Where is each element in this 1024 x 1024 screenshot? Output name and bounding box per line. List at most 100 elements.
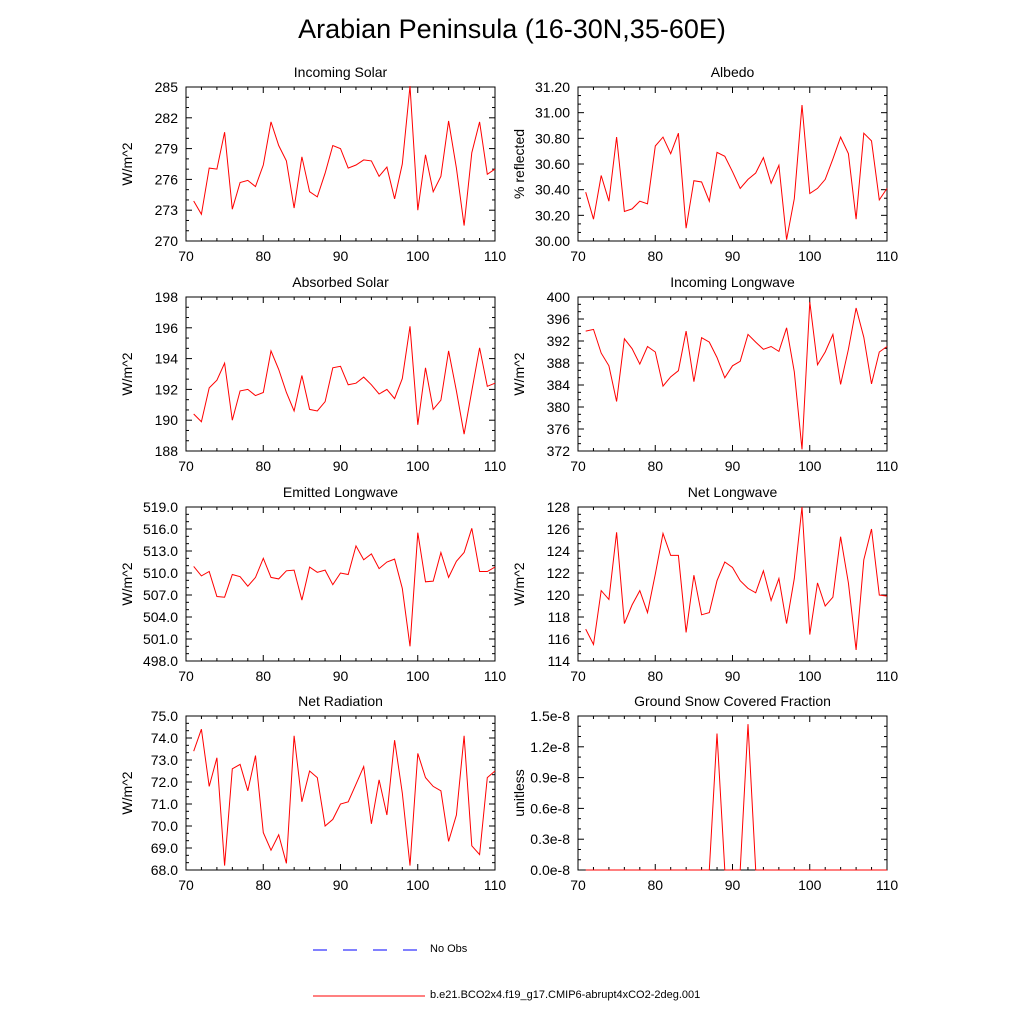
y-axis-label: W/m^2 <box>511 352 527 395</box>
y-tick-label: 388 <box>547 355 571 371</box>
series-line <box>585 506 888 651</box>
y-tick-label: 198 <box>155 289 179 305</box>
y-tick-label: 396 <box>547 311 571 327</box>
x-tick-label: 110 <box>876 668 899 684</box>
y-tick-label: 73.0 <box>151 752 178 768</box>
y-tick-label: 118 <box>548 609 571 625</box>
y-tick-label: 384 <box>547 377 571 393</box>
x-tick-label: 100 <box>798 668 822 684</box>
x-tick-label: 80 <box>255 458 271 474</box>
y-tick-label: 30.80 <box>535 130 570 146</box>
x-tick-label: 90 <box>725 877 741 893</box>
y-tick-label: 282 <box>155 110 179 126</box>
y-tick-label: 188 <box>155 443 179 459</box>
x-tick-label: 110 <box>484 248 507 264</box>
y-tick-label: 194 <box>155 351 179 367</box>
y-axis-label: W/m^2 <box>511 562 527 605</box>
plot-frame <box>185 86 496 242</box>
x-tick-label: 110 <box>484 877 507 893</box>
y-tick-label: 69.0 <box>151 840 178 856</box>
x-tick-label: 80 <box>255 877 271 893</box>
y-tick-label: 30.20 <box>535 207 570 223</box>
plot-title: Incoming Solar <box>294 64 388 80</box>
y-tick-label: 400 <box>547 289 571 305</box>
x-tick-label: 70 <box>178 877 194 893</box>
y-tick-label: 192 <box>155 381 179 397</box>
y-tick-label: 516.0 <box>143 521 178 537</box>
y-tick-label: 1.2e-8 <box>530 739 570 755</box>
plot-title: Net Longwave <box>688 484 778 500</box>
x-tick-label: 100 <box>798 248 822 264</box>
y-tick-label: 513.0 <box>143 543 178 559</box>
y-tick-label: 196 <box>155 320 179 336</box>
y-tick-label: 72.0 <box>151 774 178 790</box>
x-tick-label: 110 <box>876 458 899 474</box>
x-tick-label: 70 <box>570 458 586 474</box>
y-tick-label: 70.0 <box>151 818 178 834</box>
plot-title: Albedo <box>711 64 755 80</box>
plot-title: Net Radiation <box>298 693 383 709</box>
x-tick-label: 90 <box>333 248 349 264</box>
y-tick-label: 114 <box>548 653 571 669</box>
y-tick-label: 273 <box>155 202 179 218</box>
x-tick-label: 100 <box>798 877 822 893</box>
plot-frame <box>577 86 888 242</box>
y-tick-label: 0.6e-8 <box>530 800 570 816</box>
series-line <box>585 104 888 240</box>
x-tick-label: 100 <box>798 458 822 474</box>
y-axis-label: % reflected <box>511 129 527 199</box>
x-tick-label: 90 <box>725 458 741 474</box>
y-tick-label: 128 <box>547 499 571 515</box>
y-tick-label: 120 <box>547 587 571 603</box>
y-tick-label: 74.0 <box>151 730 178 746</box>
plot-title: Incoming Longwave <box>670 274 795 290</box>
plot-frame <box>577 506 888 662</box>
y-tick-label: 0.3e-8 <box>530 831 570 847</box>
x-tick-label: 70 <box>570 877 586 893</box>
x-tick-label: 80 <box>647 458 663 474</box>
y-tick-label: 376 <box>547 421 571 437</box>
y-tick-label: 510.0 <box>143 565 178 581</box>
x-tick-label: 100 <box>406 458 430 474</box>
series-line <box>193 85 496 226</box>
x-tick-label: 80 <box>255 668 271 684</box>
x-tick-label: 80 <box>255 248 271 264</box>
x-tick-label: 90 <box>333 668 349 684</box>
x-tick-label: 100 <box>406 877 430 893</box>
x-tick-label: 70 <box>178 458 194 474</box>
x-tick-label: 90 <box>725 668 741 684</box>
plot-frame <box>185 296 496 452</box>
y-tick-label: 0.0e-8 <box>530 862 570 878</box>
x-tick-label: 70 <box>178 668 194 684</box>
plot-title: Emitted Longwave <box>283 484 398 500</box>
y-axis-label: W/m^2 <box>119 771 135 814</box>
y-tick-label: 68.0 <box>151 862 178 878</box>
x-tick-label: 110 <box>876 248 899 264</box>
series-line <box>193 326 496 435</box>
y-tick-label: 276 <box>155 171 179 187</box>
x-tick-label: 90 <box>333 458 349 474</box>
page-title: Arabian Peninsula (16-30N,35-60E) <box>298 14 726 44</box>
series-line <box>585 724 887 871</box>
plot-title: Ground Snow Covered Fraction <box>634 693 831 709</box>
series-line <box>193 729 496 866</box>
plot-frame <box>185 506 496 662</box>
y-tick-label: 190 <box>155 412 179 428</box>
y-tick-label: 30.40 <box>535 182 570 198</box>
plot-frame <box>577 715 888 871</box>
y-tick-label: 122 <box>547 565 571 581</box>
y-tick-label: 126 <box>547 521 571 537</box>
y-tick-label: 1.5e-8 <box>530 708 570 724</box>
x-tick-label: 110 <box>484 668 507 684</box>
y-tick-label: 0.9e-8 <box>530 770 570 786</box>
y-tick-label: 124 <box>547 543 571 559</box>
y-tick-label: 504.0 <box>143 609 178 625</box>
x-tick-label: 100 <box>406 248 430 264</box>
series-line <box>585 301 888 450</box>
y-tick-label: 71.0 <box>151 796 178 812</box>
y-tick-label: 380 <box>547 399 571 415</box>
plot-frame <box>577 296 888 452</box>
y-tick-label: 372 <box>547 443 571 459</box>
x-tick-label: 110 <box>484 458 507 474</box>
